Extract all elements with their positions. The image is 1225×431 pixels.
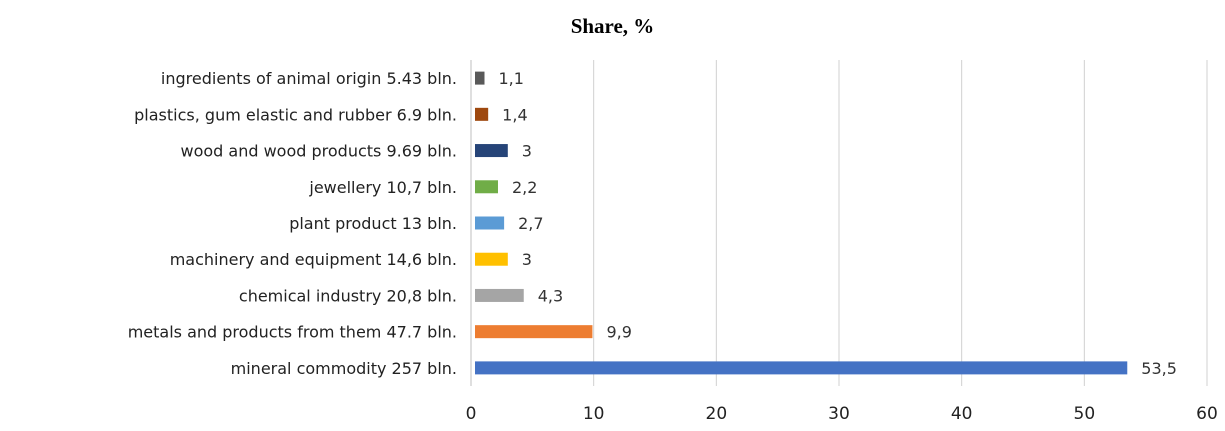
data-label: 3 — [522, 142, 532, 161]
category-label: metals and products from them 47.7 bln. — [128, 323, 457, 342]
data-label: 1,4 — [502, 105, 527, 124]
data-label: 3 — [522, 250, 532, 269]
category-label: plant product 13 bln. — [289, 214, 457, 233]
bar — [475, 288, 524, 302]
gridlines — [470, 60, 1208, 386]
bar — [475, 325, 593, 339]
x-tick-label: 30 — [828, 404, 850, 424]
value-labels: 1,1 1,4 3 2,2 2,7 3 4,3 9,9 53,5 — [498, 69, 1176, 378]
bars — [475, 71, 1128, 375]
data-label: 2,2 — [512, 178, 537, 197]
chart-title: Share, % — [570, 14, 655, 38]
bar — [475, 216, 505, 230]
category-label: ingredients of animal origin 5.43 bln. — [161, 69, 457, 88]
bar — [475, 107, 489, 121]
data-label: 2,7 — [518, 214, 543, 233]
bar — [475, 71, 485, 85]
x-tick-label: 0 — [466, 404, 477, 424]
category-label: plastics, gum elastic and rubber 6.9 bln… — [134, 105, 457, 124]
category-label: wood and wood products 9.69 bln. — [181, 142, 458, 161]
x-tick-label: 10 — [583, 404, 605, 424]
x-axis-ticks: 0 10 20 30 40 50 60 — [466, 404, 1218, 424]
category-label: chemical industry 20,8 bln. — [239, 286, 457, 305]
data-label: 9,9 — [606, 323, 631, 342]
bar — [475, 144, 508, 158]
data-label: 4,3 — [538, 286, 563, 305]
data-label: 53,5 — [1141, 359, 1177, 378]
x-tick-label: 60 — [1196, 404, 1218, 424]
x-tick-label: 40 — [951, 404, 973, 424]
category-label: jewellery 10,7 bln. — [308, 178, 457, 197]
category-label: mineral commodity 257 bln. — [231, 359, 457, 378]
bar — [475, 252, 508, 266]
data-label: 1,1 — [498, 69, 523, 88]
bar — [475, 180, 498, 194]
x-tick-label: 20 — [706, 404, 728, 424]
x-tick-label: 50 — [1074, 404, 1096, 424]
category-label: machinery and equipment 14,6 bln. — [170, 250, 457, 269]
bar — [475, 361, 1128, 375]
category-labels: ingredients of animal origin 5.43 bln. pl… — [128, 69, 457, 378]
